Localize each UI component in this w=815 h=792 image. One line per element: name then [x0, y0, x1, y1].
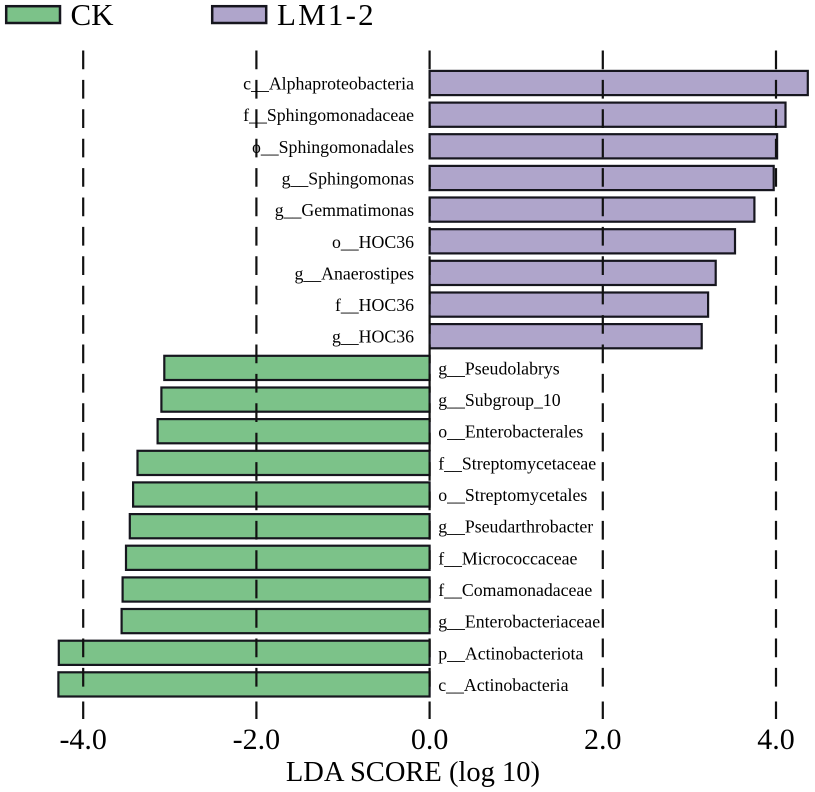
- svg-text:o__Enterobacterales: o__Enterobacterales: [438, 422, 583, 442]
- svg-text:f__Streptomycetaceae: f__Streptomycetaceae: [438, 453, 596, 473]
- svg-text:2.0: 2.0: [584, 723, 622, 756]
- svg-text:o__HOC36: o__HOC36: [332, 232, 414, 252]
- svg-text:f__Micrococcaceae: f__Micrococcaceae: [438, 548, 577, 568]
- svg-text:g__Sphingomonas: g__Sphingomonas: [282, 169, 414, 189]
- svg-text:f__Comamonadaceae: f__Comamonadaceae: [438, 580, 592, 600]
- svg-text:c__Actinobacteria: c__Actinobacteria: [438, 675, 568, 695]
- svg-text:-2.0: -2.0: [233, 723, 281, 756]
- svg-text:p__Actinobacteriota: p__Actinobacteriota: [438, 643, 583, 663]
- svg-text:f__HOC36: f__HOC36: [335, 295, 414, 315]
- svg-text:c__Alphaproteobacteria: c__Alphaproteobacteria: [243, 74, 414, 94]
- svg-text:g__HOC36: g__HOC36: [332, 327, 414, 347]
- svg-text:o__Streptomycetales: o__Streptomycetales: [438, 485, 587, 505]
- svg-text:o__Sphingomonadales: o__Sphingomonadales: [252, 137, 414, 157]
- svg-text:f__Sphingomonadaceae: f__Sphingomonadaceae: [243, 105, 414, 125]
- svg-text:g__Subgroup_10: g__Subgroup_10: [438, 390, 561, 410]
- svg-text:g__Enterobacteriaceae: g__Enterobacteriaceae: [438, 612, 600, 632]
- svg-text:-4.0: -4.0: [59, 723, 107, 756]
- svg-text:4.0: 4.0: [757, 723, 795, 756]
- svg-text:g__Pseudarthrobacter: g__Pseudarthrobacter: [438, 517, 593, 537]
- svg-text:CK: CK: [71, 0, 115, 32]
- svg-text:g__Pseudolabrys: g__Pseudolabrys: [438, 358, 560, 378]
- svg-text:g__Anaerostipes: g__Anaerostipes: [294, 263, 414, 283]
- svg-text:0.0: 0.0: [411, 723, 449, 756]
- svg-text:g__Gemmatimonas: g__Gemmatimonas: [275, 200, 414, 220]
- svg-text:LM1-2: LM1-2: [277, 0, 376, 32]
- svg-text:LDA SCORE (log 10): LDA SCORE (log 10): [286, 757, 540, 788]
